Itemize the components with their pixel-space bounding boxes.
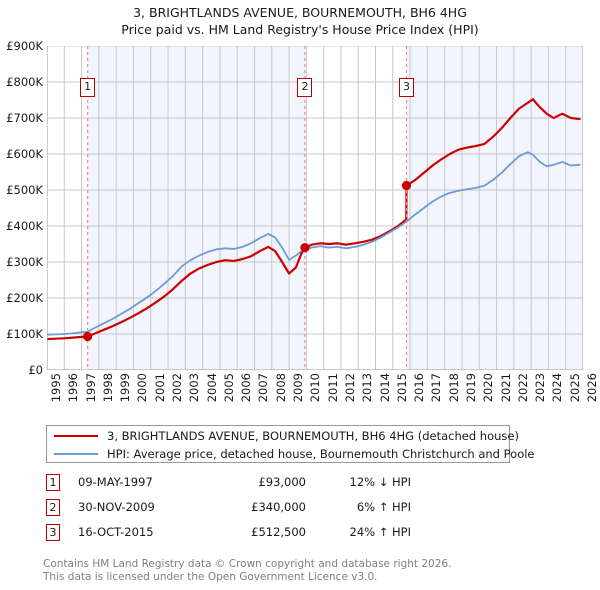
x-tick-label-11: 2006 <box>239 373 254 403</box>
x-tick-label-22: 2017 <box>429 373 444 403</box>
footer-line-1: Contains HM Land Registry data © Crown c… <box>43 558 452 570</box>
x-tick-label-27: 2022 <box>515 373 530 403</box>
y-tick-label-4: £400K <box>6 219 43 233</box>
sale-hpi-delta: 6% ↑ HPI <box>356 500 411 514</box>
y-tick-label-0: £0 <box>28 363 43 377</box>
y-tick-label-7: £700K <box>6 111 43 125</box>
x-tick-label-21: 2016 <box>412 373 427 403</box>
x-tick-label-20: 2015 <box>394 373 409 403</box>
sale-price: £512,500 <box>251 525 306 539</box>
x-tick-label-4: 1999 <box>118 373 133 403</box>
x-tick-label-8: 2003 <box>187 373 202 403</box>
y-tick-label-3: £300K <box>6 255 43 269</box>
y-tick-label-6: £600K <box>6 147 43 161</box>
y-tick-label-5: £500K <box>6 183 43 197</box>
sale-date: 09-MAY-1997 <box>78 475 153 489</box>
chart-svg <box>47 46 583 370</box>
chart-marker-flag-1: 1 <box>80 78 96 97</box>
sales-history-table: 1 09-MAY-1997 £93,000 12% ↓ HPI 2 30-NOV-2009… <box>46 472 516 547</box>
x-tick-label-25: 2020 <box>481 373 496 403</box>
x-tick-label-3: 1998 <box>100 373 115 403</box>
x-tick-label-28: 2023 <box>533 373 548 403</box>
sale-price: £93,000 <box>258 475 306 489</box>
x-tick-label-16: 2011 <box>325 373 340 403</box>
x-tick-label-19: 2014 <box>377 373 392 403</box>
x-tick-label-26: 2021 <box>498 373 513 403</box>
x-tick-label-5: 2000 <box>135 373 150 403</box>
chart-shaded-band-1 <box>406 46 583 370</box>
sale-index-badge: 2 <box>46 499 60 516</box>
sale-row: 2 30-NOV-2009 £340,000 6% ↑ HPI <box>46 497 516 522</box>
sale-point-3 <box>401 180 412 191</box>
legend-row-property: 3, BRIGHTLANDS AVENUE, BOURNEMOUTH, BH6 … <box>47 427 519 445</box>
y-tick-label-2: £200K <box>6 291 43 305</box>
y-tick-label-8: £800K <box>6 75 43 89</box>
x-tick-label-24: 2019 <box>463 373 478 403</box>
sale-row: 3 16-OCT-2015 £512,500 24% ↑ HPI <box>46 522 516 547</box>
sale-row: 1 09-MAY-1997 £93,000 12% ↓ HPI <box>46 472 516 497</box>
footer-line-2: This data is licensed under the Open Gov… <box>43 571 378 583</box>
x-tick-label-2: 1997 <box>83 373 98 403</box>
chart-marker-flag-3: 3 <box>398 78 414 97</box>
title-line-subtitle: Price paid vs. HM Land Registry's House … <box>121 22 479 37</box>
sale-date: 16-OCT-2015 <box>78 525 154 539</box>
x-tick-label-23: 2018 <box>446 373 461 403</box>
x-tick-label-1: 1996 <box>66 373 81 403</box>
legend-row-hpi: HPI: Average price, detached house, Bour… <box>47 445 535 463</box>
chart-plot-area: 1 2 3 <box>47 46 583 370</box>
x-tick-label-13: 2008 <box>273 373 288 403</box>
chart-series-line-0 <box>47 98 581 341</box>
sale-index-badge: 1 <box>46 474 60 491</box>
legend-label-hpi: HPI: Average price, detached house, Bour… <box>107 447 535 461</box>
legend-line-blue-icon <box>54 453 98 455</box>
legend-label-property: 3, BRIGHTLANDS AVENUE, BOURNEMOUTH, BH6 … <box>107 429 519 443</box>
x-tick-label-14: 2009 <box>291 373 306 403</box>
legend-line-red-icon <box>54 435 98 437</box>
x-tick-label-7: 2002 <box>170 373 185 403</box>
y-tick-label-1: £100K <box>6 327 43 341</box>
x-tick-label-9: 2004 <box>204 373 219 403</box>
sale-price: £340,000 <box>251 500 306 514</box>
x-tick-label-17: 2012 <box>342 373 357 403</box>
x-tick-label-6: 2001 <box>152 373 167 403</box>
x-tick-label-12: 2007 <box>256 373 271 403</box>
y-axis-labels: £0 £100K £200K £300K £400K £500K £600K £700K £80… <box>0 40 43 376</box>
x-tick-label-29: 2024 <box>550 373 565 403</box>
footer-attribution: Contains HM Land Registry data © Crown c… <box>43 558 563 584</box>
x-tick-label-30: 2025 <box>567 373 582 403</box>
sale-date: 30-NOV-2009 <box>78 500 155 514</box>
sale-index-badge: 3 <box>46 524 60 541</box>
sale-point-2 <box>300 243 310 253</box>
sale-hpi-delta: 12% ↓ HPI <box>349 475 411 489</box>
x-tick-label-15: 2010 <box>308 373 323 403</box>
chart-marker-flag-2: 2 <box>297 78 313 97</box>
title-line-address: 3, BRIGHTLANDS AVENUE, BOURNEMOUTH, BH6 … <box>133 5 467 20</box>
chart-shaded-band-0 <box>87 46 305 370</box>
x-axis-labels: 1995 1996 1997 1998 1999 2000 2001 2002 2003 2004… <box>47 372 599 418</box>
x-tick-label-31: 2026 <box>585 373 599 403</box>
chart-legend: 3, BRIGHTLANDS AVENUE, BOURNEMOUTH, BH6 … <box>46 425 535 463</box>
x-tick-label-18: 2013 <box>360 373 375 403</box>
page-title: 3, BRIGHTLANDS AVENUE, BOURNEMOUTH, BH6 … <box>0 4 600 38</box>
y-tick-label-9: £900K <box>6 39 43 53</box>
sale-point-1 <box>83 331 93 342</box>
x-tick-label-10: 2005 <box>221 373 236 403</box>
x-tick-label-0: 1995 <box>49 373 63 403</box>
sale-hpi-delta: 24% ↑ HPI <box>349 525 411 539</box>
